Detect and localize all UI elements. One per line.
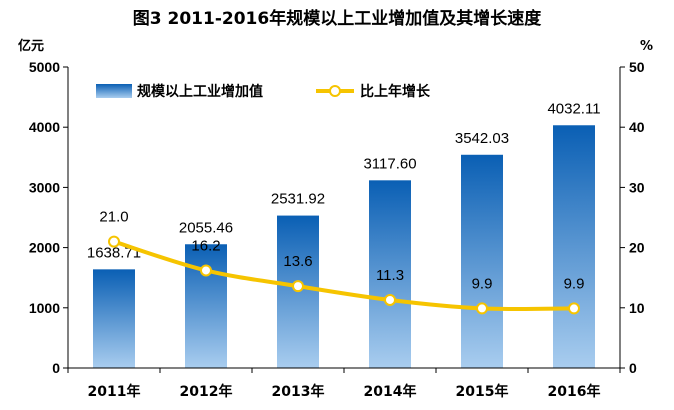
y-left-tick-label: 1000 [29,300,60,316]
growth-value-label: 21.0 [99,209,128,226]
bar-value-label: 2531.92 [271,191,325,208]
chart-title: 图3 2011-2016年规模以上工业增加值及其增长速度 [133,8,542,29]
bar-series [93,125,595,369]
y-left-tick-label: 3000 [29,179,60,195]
growth-point [200,264,212,277]
x-tick-label: 2016年 [548,383,601,400]
bar-value-label: 2055.46 [179,219,233,236]
y-right-tick-label: 30 [629,179,645,195]
line-value-labels: 21.0 16.2 13.6 11.3 9.9 9.9 [99,209,584,293]
legend-bar-swatch [96,84,132,98]
y-left-tick-label: 4000 [29,119,60,135]
y-right-ticks: 0 10 20 30 40 50 [620,59,645,376]
y-left-ticks: 0 1000 2000 3000 4000 5000 [29,59,68,376]
x-tick-label: 2015年 [456,383,509,400]
bar [369,180,411,368]
growth-point [292,280,304,293]
bar [461,154,503,368]
y-left-tick-label: 0 [52,360,60,376]
bar-value-label: 3542.03 [455,130,509,147]
x-tick-label: 2012年 [180,383,233,400]
legend: 规模以上工业增加值 比上年增长 [96,83,431,100]
y-left-tick-label: 2000 [29,240,60,256]
y-right-tick-label: 0 [629,360,637,376]
growth-line [112,239,576,312]
x-tick-label: 2014年 [364,383,417,400]
growth-point [568,302,580,315]
bar [185,244,227,368]
y-right-unit: % [640,39,653,54]
x-tick-label: 2013年 [272,383,325,400]
y-right-tick-label: 50 [629,59,645,75]
growth-value-label: 11.3 [376,267,404,284]
legend-line-label: 比上年增长 [360,83,431,100]
y-left-unit: 亿元 [18,38,44,54]
growth-point [108,235,120,248]
bar-value-label: 1638.71 [87,244,141,261]
y-left-tick-label: 5000 [29,59,60,75]
growth-value-label: 9.9 [564,275,585,292]
bar-value-label: 4032.11 [547,100,600,117]
growth-value-label: 16.2 [191,237,220,254]
growth-point [384,293,396,306]
growth-value-label: 9.9 [472,275,493,292]
x-tick-label: 2011年 [88,383,141,400]
legend-bar-label: 规模以上工业增加值 [137,83,263,100]
x-axis-labels: 2011年 2012年 2013年 2014年 2015年 2016年 [67,368,621,400]
growth-value-label: 13.6 [283,253,312,270]
bar [93,269,135,368]
line-series [108,235,580,315]
growth-point [476,302,488,315]
legend-line-marker [329,85,341,97]
bar [553,125,595,369]
bar-value-label: 3117.60 [363,155,416,172]
bar-value-labels: 1638.71 2055.46 2531.92 3117.60 3542.03 4032.… [87,100,601,261]
y-right-tick-label: 10 [629,300,645,316]
y-right-tick-label: 20 [629,240,645,256]
y-right-tick-label: 40 [629,119,645,135]
